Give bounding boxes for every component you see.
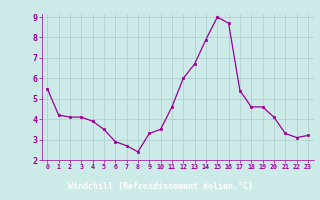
Text: Windchill (Refroidissement éolien,°C): Windchill (Refroidissement éolien,°C) <box>68 182 252 190</box>
